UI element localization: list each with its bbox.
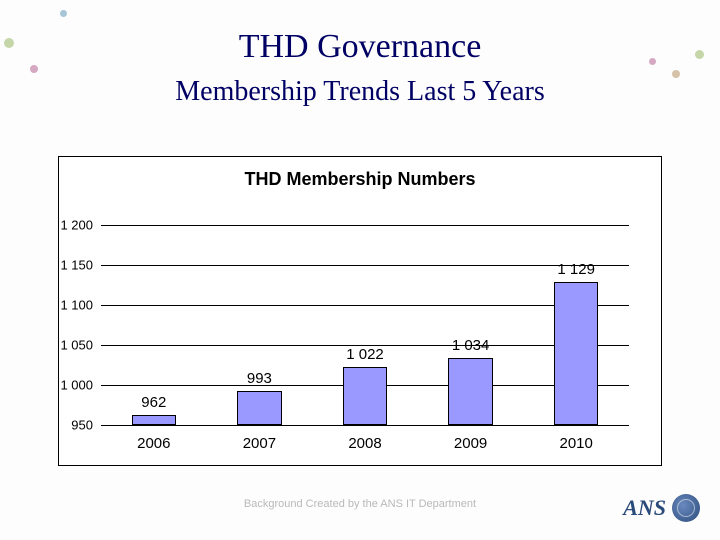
chart-plot-area: 962 993 1 022 1 034 1 129: [101, 225, 629, 425]
ytick-label: 1 150: [59, 258, 93, 273]
gridline: [101, 425, 629, 426]
slide: THD Governance Membership Trends Last 5 …: [0, 0, 720, 540]
xtick-label: 2006: [114, 435, 194, 452]
bar-value-label: 1 034: [431, 337, 511, 354]
bar: [448, 358, 492, 425]
slide-subtitle: Membership Trends Last 5 Years: [0, 76, 720, 108]
xtick-label: 2007: [219, 435, 299, 452]
slide-title: THD Governance: [0, 28, 720, 66]
ytick-label: 1 000: [59, 378, 93, 393]
ytick-label: 950: [59, 418, 93, 433]
bar: [554, 282, 598, 425]
bar-value-label: 962: [114, 394, 194, 411]
bar: [132, 415, 176, 425]
bar-value-label: 993: [219, 370, 299, 387]
bar-value-label: 1 129: [536, 261, 616, 278]
chart-container: THD Membership Numbers 962 993 1 022 1 034 1…: [58, 156, 662, 466]
gridline: [101, 225, 629, 226]
bar: [237, 391, 281, 425]
bar-value-label: 1 022: [325, 346, 405, 363]
gridline: [101, 305, 629, 306]
footer-credit: Background Created by the ANS IT Departm…: [0, 498, 720, 510]
xtick-label: 2008: [325, 435, 405, 452]
ytick-label: 1 050: [59, 338, 93, 353]
bar: [343, 367, 387, 425]
ytick-label: 1 100: [59, 298, 93, 313]
logo: ANS: [623, 494, 700, 522]
xtick-label: 2010: [536, 435, 616, 452]
xtick-label: 2009: [431, 435, 511, 452]
logo-badge-icon: [672, 494, 700, 522]
ytick-label: 1 200: [59, 218, 93, 233]
chart-title: THD Membership Numbers: [59, 169, 661, 190]
logo-text: ANS: [623, 495, 666, 521]
